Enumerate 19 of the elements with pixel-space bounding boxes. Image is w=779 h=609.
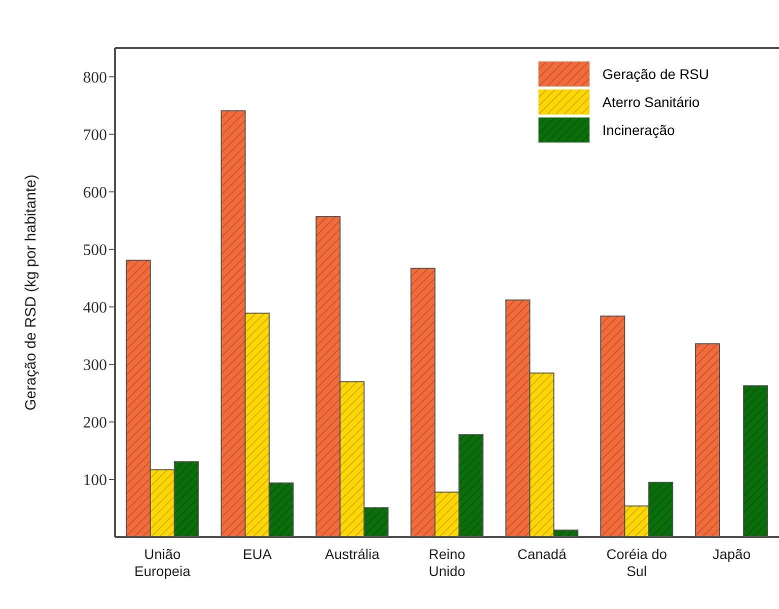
y-tick-label: 600: [83, 184, 107, 202]
y-tick-label: 400: [83, 300, 107, 317]
x-tick-label: União Europeia: [134, 546, 191, 579]
x-tick-label: Japão: [712, 546, 751, 562]
legend-label: Incineração: [602, 122, 675, 138]
x-tick-label: Coréia do Sul: [606, 546, 668, 579]
legend-label: Aterro Sanitário: [602, 94, 700, 110]
y-tick-label: 800: [83, 69, 107, 86]
x-tick-label: Reino Unido: [428, 546, 466, 579]
y-tick-label: 700: [83, 126, 107, 144]
y-tick-label: 500: [83, 242, 107, 260]
y-axis-title: Geração de RSD (kg por habitante): [22, 174, 40, 410]
x-tick-label: EUA: [242, 546, 272, 562]
y-tick-label: 300: [83, 357, 107, 374]
x-tick-label: Canadá: [517, 546, 567, 562]
x-tick-label: Austrália: [324, 546, 380, 562]
legend-label: Geração de RSU: [602, 66, 709, 82]
y-tick-label: 100: [83, 472, 107, 490]
y-tick-label: 200: [83, 414, 107, 432]
